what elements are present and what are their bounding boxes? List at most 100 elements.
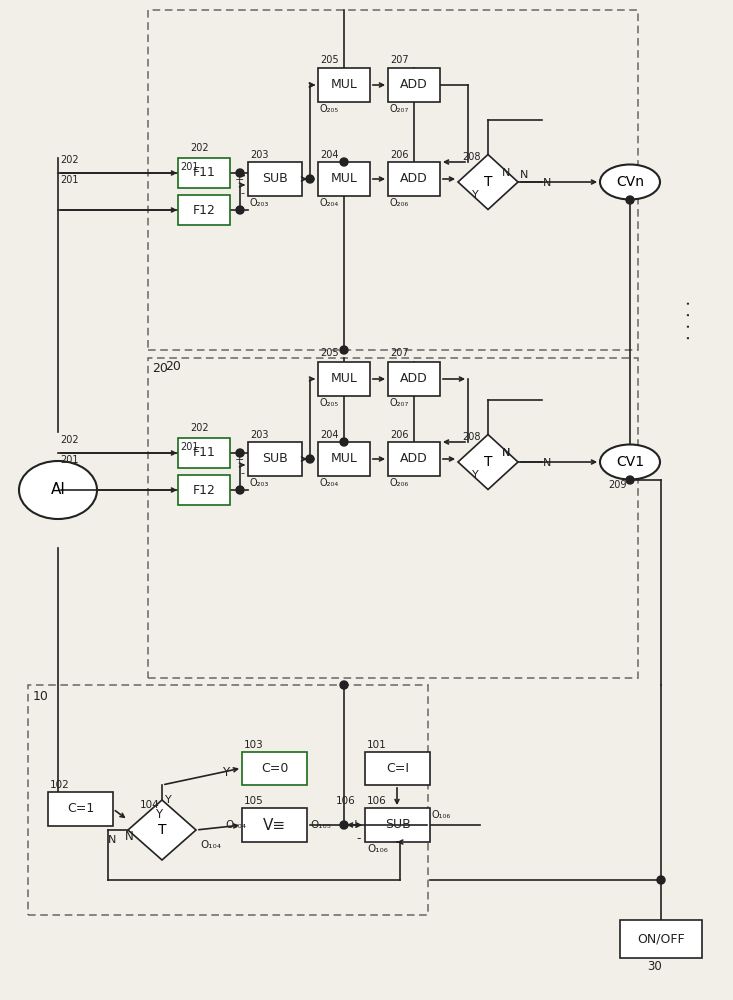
Text: F12: F12 xyxy=(193,484,216,496)
FancyBboxPatch shape xyxy=(318,362,370,396)
FancyBboxPatch shape xyxy=(388,442,440,476)
Text: T: T xyxy=(158,823,166,837)
Text: O₂₀₄: O₂₀₄ xyxy=(320,478,339,488)
Text: 202: 202 xyxy=(191,423,210,433)
Text: +: + xyxy=(235,175,244,185)
FancyBboxPatch shape xyxy=(248,442,302,476)
Text: +: + xyxy=(351,818,361,831)
Text: O₂₀₃: O₂₀₃ xyxy=(250,198,269,208)
Text: N: N xyxy=(502,168,510,178)
FancyBboxPatch shape xyxy=(388,362,440,396)
Text: 104: 104 xyxy=(140,800,160,810)
Polygon shape xyxy=(128,800,196,860)
Text: O₁₀₆: O₁₀₆ xyxy=(367,844,388,854)
Circle shape xyxy=(236,169,244,177)
FancyBboxPatch shape xyxy=(48,792,113,826)
Text: MUL: MUL xyxy=(331,452,358,466)
Text: 209: 209 xyxy=(608,480,627,490)
Circle shape xyxy=(626,476,634,484)
Text: MUL: MUL xyxy=(331,372,358,385)
Circle shape xyxy=(236,486,244,494)
FancyBboxPatch shape xyxy=(318,162,370,196)
Text: O₂₀₃: O₂₀₃ xyxy=(250,478,269,488)
FancyBboxPatch shape xyxy=(178,195,230,225)
Text: Y: Y xyxy=(472,470,479,480)
Text: N: N xyxy=(502,448,510,458)
Text: ADD: ADD xyxy=(400,372,428,385)
Text: C=I: C=I xyxy=(386,762,409,775)
Text: AI: AI xyxy=(51,483,65,497)
Text: SUB: SUB xyxy=(385,818,410,832)
Text: N: N xyxy=(502,448,510,458)
Text: 206: 206 xyxy=(390,150,408,160)
Text: O₂₀₅: O₂₀₅ xyxy=(320,398,339,408)
FancyBboxPatch shape xyxy=(365,808,430,842)
Text: O₁₀₄: O₁₀₄ xyxy=(225,820,246,830)
Text: 20: 20 xyxy=(165,360,181,373)
Text: N: N xyxy=(125,830,133,843)
Text: CV1: CV1 xyxy=(616,455,644,469)
Text: 202: 202 xyxy=(60,155,78,165)
Polygon shape xyxy=(458,154,518,210)
Text: O₁₀₆: O₁₀₆ xyxy=(432,810,452,820)
Text: Y: Y xyxy=(165,795,172,805)
Text: Y: Y xyxy=(222,766,229,779)
Text: O₂₀₅: O₂₀₅ xyxy=(320,104,339,114)
Text: O₁₀₅: O₁₀₅ xyxy=(310,820,331,830)
Text: N: N xyxy=(543,458,551,468)
Text: 106: 106 xyxy=(336,796,356,806)
Text: 202: 202 xyxy=(191,143,210,153)
Text: 204: 204 xyxy=(320,430,339,440)
Text: +: + xyxy=(235,455,244,465)
Text: 203: 203 xyxy=(250,430,268,440)
Text: 103: 103 xyxy=(244,740,264,750)
FancyBboxPatch shape xyxy=(388,68,440,102)
Text: F12: F12 xyxy=(193,204,216,217)
FancyBboxPatch shape xyxy=(178,438,230,468)
Circle shape xyxy=(657,876,665,884)
Text: ADD: ADD xyxy=(400,452,428,466)
Circle shape xyxy=(340,821,348,829)
FancyBboxPatch shape xyxy=(318,68,370,102)
Text: O₁₀₄: O₁₀₄ xyxy=(200,840,221,850)
Text: Y: Y xyxy=(472,190,479,200)
Text: 207: 207 xyxy=(390,55,408,65)
Text: 102: 102 xyxy=(50,780,70,790)
Ellipse shape xyxy=(19,461,97,519)
Text: 30: 30 xyxy=(648,960,663,973)
FancyBboxPatch shape xyxy=(620,920,702,958)
Text: Y: Y xyxy=(155,808,162,821)
FancyBboxPatch shape xyxy=(318,442,370,476)
Text: 208: 208 xyxy=(462,152,481,162)
Text: 201: 201 xyxy=(60,175,78,185)
Text: 207: 207 xyxy=(390,348,408,358)
Text: 203: 203 xyxy=(250,150,268,160)
Text: T: T xyxy=(484,175,493,189)
Text: CVn: CVn xyxy=(616,175,644,189)
Text: C=0: C=0 xyxy=(261,762,288,775)
Text: SUB: SUB xyxy=(262,172,288,186)
Text: N: N xyxy=(520,170,528,180)
Polygon shape xyxy=(458,434,518,489)
Text: 201: 201 xyxy=(180,442,199,452)
Text: 10: 10 xyxy=(33,690,49,703)
FancyBboxPatch shape xyxy=(178,158,230,188)
Ellipse shape xyxy=(600,444,660,480)
Text: -: - xyxy=(240,188,244,198)
Circle shape xyxy=(236,206,244,214)
Text: MUL: MUL xyxy=(331,172,358,186)
Text: 202: 202 xyxy=(60,435,78,445)
Text: MUL: MUL xyxy=(331,79,358,92)
Text: 205: 205 xyxy=(320,348,339,358)
Text: N: N xyxy=(543,178,551,188)
FancyBboxPatch shape xyxy=(242,752,307,785)
Circle shape xyxy=(340,438,348,446)
Ellipse shape xyxy=(600,164,660,200)
Text: O₂₀₆: O₂₀₆ xyxy=(390,478,409,488)
FancyBboxPatch shape xyxy=(242,808,307,842)
Text: 201: 201 xyxy=(60,455,78,465)
Text: 105: 105 xyxy=(244,796,264,806)
Text: ON/OFF: ON/OFF xyxy=(637,932,685,946)
Text: 206: 206 xyxy=(390,430,408,440)
Text: · · · ·: · · · · xyxy=(681,300,699,340)
